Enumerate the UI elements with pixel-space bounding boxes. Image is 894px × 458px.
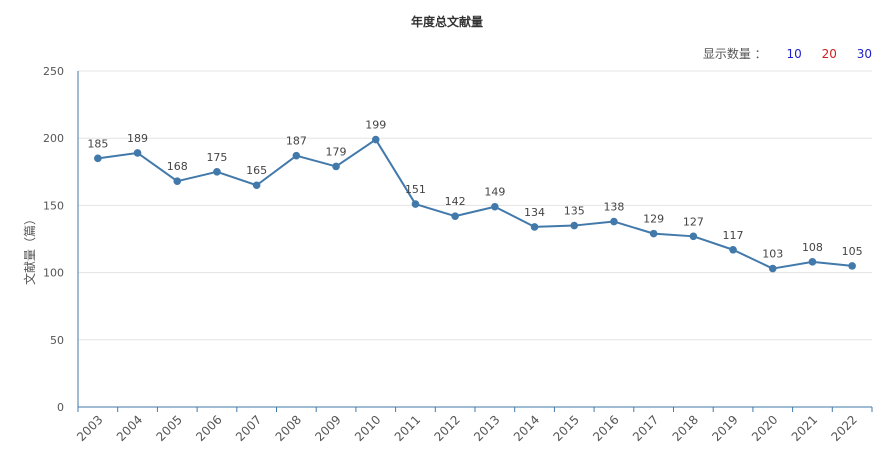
x-tick-label: 2017 xyxy=(630,413,661,444)
data-point xyxy=(252,181,261,190)
data-label: 127 xyxy=(683,215,704,228)
data-label: 187 xyxy=(286,135,307,148)
x-tick-label: 2010 xyxy=(352,413,383,444)
data-label: 108 xyxy=(802,241,823,254)
data-label: 151 xyxy=(405,183,426,196)
data-point xyxy=(768,264,777,273)
data-point xyxy=(292,151,301,160)
y-tick-label: 50 xyxy=(50,334,64,347)
x-tick-label: 2014 xyxy=(511,413,542,444)
chart-title: 年度总文献量 xyxy=(410,15,483,29)
display-count-label: 显示数量 ： xyxy=(702,47,767,61)
x-tick-label: 2005 xyxy=(154,413,185,444)
y-tick-label: 0 xyxy=(57,401,64,414)
x-tick-label: 2018 xyxy=(670,413,701,444)
x-tick-label: 2003 xyxy=(74,413,105,444)
display-count-10-button[interactable]: 10 xyxy=(786,47,802,61)
data-label: 165 xyxy=(246,164,267,177)
series-line xyxy=(97,138,853,270)
data-point xyxy=(729,245,737,254)
data-point xyxy=(610,217,618,226)
data-point xyxy=(94,154,102,163)
x-tick-label: 2004 xyxy=(114,413,145,444)
data-label: 117 xyxy=(723,229,744,242)
data-point xyxy=(689,232,698,241)
y-tick-label: 200 xyxy=(43,132,64,145)
x-tick-label: 2008 xyxy=(273,413,304,444)
data-point xyxy=(530,223,539,231)
x-tick-label: 2021 xyxy=(789,413,820,444)
data-point xyxy=(332,162,340,171)
data-point xyxy=(213,168,221,176)
data-label: 103 xyxy=(762,248,783,261)
x-tick-label: 2015 xyxy=(551,413,582,444)
y-tick-label: 150 xyxy=(43,199,64,212)
data-point xyxy=(491,202,499,211)
data-label: 149 xyxy=(484,186,505,199)
data-label: 129 xyxy=(643,213,664,226)
x-tick-label: 2009 xyxy=(312,413,343,444)
data-label: 168 xyxy=(167,160,188,173)
data-point xyxy=(411,200,420,208)
x-tick-label: 2020 xyxy=(749,413,780,444)
display-count-control: 显示数量 ： 10 20 30 xyxy=(703,45,872,62)
y-axis-title: 文献量（篇） xyxy=(22,213,37,285)
data-label: 134 xyxy=(524,206,545,219)
x-tick-label: 2019 xyxy=(709,413,740,444)
data-point xyxy=(848,262,856,270)
x-tick-label: 2006 xyxy=(193,413,224,444)
x-tick-label: 2012 xyxy=(431,413,462,444)
data-point xyxy=(808,258,817,266)
data-point xyxy=(451,212,459,220)
x-tick-label: 2016 xyxy=(590,413,621,444)
data-label: 179 xyxy=(326,145,347,158)
x-tick-label: 2007 xyxy=(233,413,264,444)
data-label: 189 xyxy=(127,132,148,145)
data-point xyxy=(133,149,142,157)
x-tick-label: 2022 xyxy=(828,413,859,444)
display-count-20-button[interactable]: 20 xyxy=(821,47,837,61)
data-point xyxy=(173,177,182,186)
data-label: 135 xyxy=(564,205,585,218)
display-count-30-button[interactable]: 30 xyxy=(856,47,872,61)
data-label: 138 xyxy=(603,201,624,214)
data-point xyxy=(649,229,658,238)
data-label: 175 xyxy=(206,151,227,164)
data-label: 142 xyxy=(445,195,466,208)
x-tick-label: 2011 xyxy=(392,413,423,444)
data-label: 105 xyxy=(842,245,863,258)
data-label: 185 xyxy=(87,137,108,150)
x-tick-label: 2013 xyxy=(471,413,502,444)
y-tick-label: 250 xyxy=(43,65,64,78)
data-label: 199 xyxy=(365,119,386,132)
data-point xyxy=(570,221,579,230)
y-tick-label: 100 xyxy=(43,267,64,280)
data-point xyxy=(371,135,380,144)
